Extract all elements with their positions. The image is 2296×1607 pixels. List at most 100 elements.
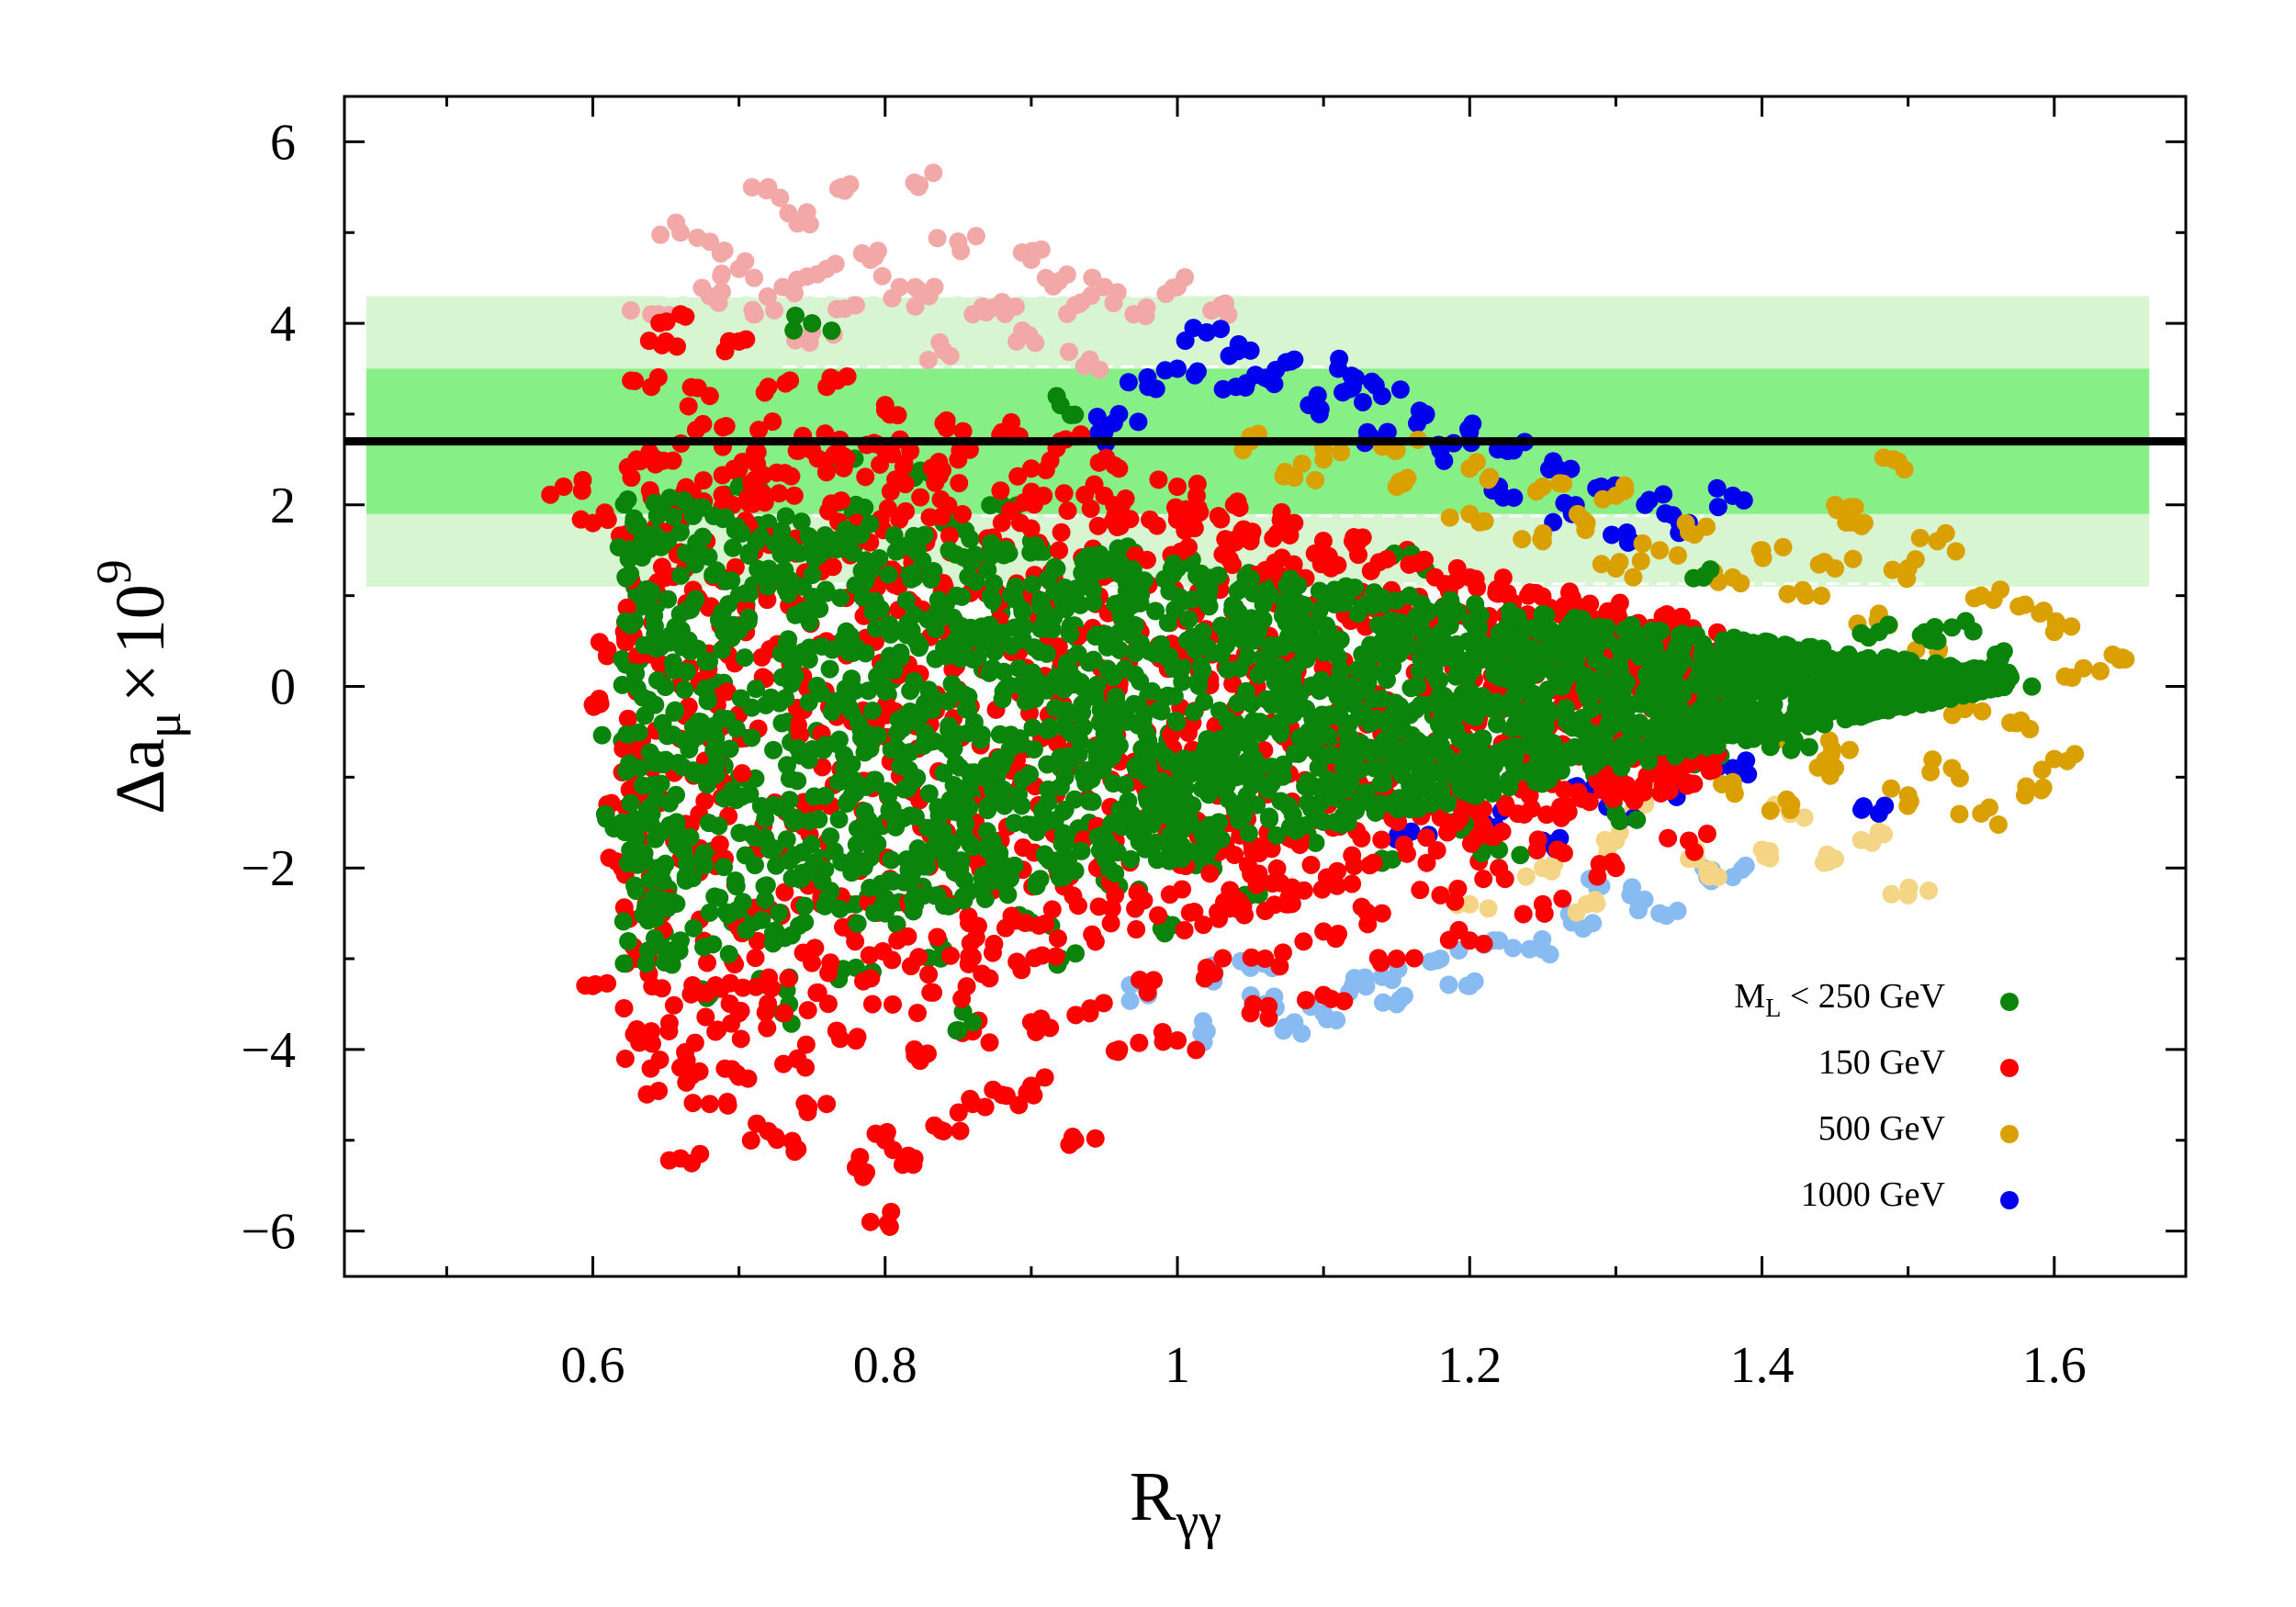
series-3-point <box>1378 422 1397 442</box>
series-6-point <box>908 839 928 859</box>
series-5-point <box>850 1147 870 1166</box>
series-6-point <box>1126 644 1145 663</box>
series-3-point <box>1334 383 1353 402</box>
series-6-point <box>1319 641 1338 660</box>
series-5-point <box>683 1094 703 1113</box>
series-6-point <box>1430 670 1449 690</box>
series-5-point <box>576 976 595 995</box>
series-6-point <box>636 706 655 725</box>
series-3-point <box>1416 406 1435 425</box>
series-6-point <box>1446 720 1466 739</box>
series-5-point <box>1185 902 1204 921</box>
series-6-point <box>1098 750 1118 770</box>
series-5-point <box>646 449 665 468</box>
series-6-point <box>795 896 815 916</box>
series-2-point <box>966 227 985 246</box>
series-6-point <box>813 871 832 891</box>
series-6-point <box>940 541 959 560</box>
series-0-point <box>1657 906 1676 926</box>
series-5-point <box>1255 560 1275 579</box>
series-4-point <box>1820 766 1840 785</box>
series-6-point <box>1056 600 1075 619</box>
series-6-point <box>1039 780 1058 799</box>
series-5-point <box>919 965 939 984</box>
series-6-point <box>1348 682 1367 702</box>
series-6-point <box>1714 631 1733 650</box>
series-6-point <box>1345 801 1365 820</box>
series-5-point <box>1016 914 1035 933</box>
series-5-point <box>618 709 637 728</box>
series-6-point <box>771 644 791 663</box>
series-5-point <box>758 1018 777 1038</box>
series-6-point <box>1065 405 1085 424</box>
series-6-point <box>1260 642 1279 661</box>
series-4-point <box>1793 580 1812 600</box>
series-5-point <box>1010 513 1030 533</box>
series-6-point <box>718 905 737 925</box>
series-6-point <box>905 605 924 624</box>
series-6-point <box>837 622 856 641</box>
series-6-point <box>1459 733 1479 752</box>
series-6-point <box>1110 565 1130 584</box>
series-5-point <box>1327 876 1346 895</box>
series-6-point <box>709 816 728 836</box>
series-6-point <box>1373 588 1392 607</box>
series-5-point <box>1598 601 1617 621</box>
series-0-point <box>1193 1012 1212 1031</box>
series-5-point <box>663 451 682 470</box>
series-5-point <box>1415 550 1435 569</box>
series-6-point <box>1104 668 1123 687</box>
series-6-point <box>656 854 675 873</box>
series-6-point <box>1523 619 1542 638</box>
series-5-point <box>688 378 707 398</box>
series-4-point <box>1936 523 1955 543</box>
series-6-point <box>645 493 664 512</box>
series-6-point <box>1211 829 1231 848</box>
series-6-point <box>944 802 963 821</box>
series-6-point <box>1156 747 1176 767</box>
series-6-point <box>613 675 632 694</box>
series-3-point <box>1220 346 1239 365</box>
series-5-point <box>597 646 616 666</box>
series-5-point <box>1244 995 1263 1014</box>
series-3-point <box>1707 478 1727 498</box>
series-4-point <box>2032 781 2051 800</box>
series-5-point <box>749 421 769 440</box>
series-2-point <box>765 300 784 320</box>
series-5-point <box>1431 885 1450 905</box>
series-6-point <box>1432 623 1451 642</box>
series-5-point <box>1081 499 1100 518</box>
series-2-point <box>800 333 819 353</box>
series-2-point <box>1164 278 1183 298</box>
series-5-point <box>950 474 969 493</box>
series-6-point <box>1198 730 1217 749</box>
series-6-point <box>1435 747 1454 766</box>
series-5-point <box>1058 501 1077 521</box>
series-4-point <box>2057 751 2077 770</box>
series-6-point <box>1358 658 1378 678</box>
series-5-point <box>807 983 827 1003</box>
series-2-point <box>883 288 902 308</box>
series-5-point <box>1387 950 1406 969</box>
series-6-point <box>786 306 805 325</box>
series-6-point <box>695 856 715 875</box>
series-5-point <box>924 983 943 1002</box>
series-0-point <box>1390 990 1410 1009</box>
series-5-point <box>1200 864 1220 883</box>
series-6-point <box>1500 601 1519 621</box>
series-6-point <box>1770 660 1789 680</box>
series-5-point <box>975 1097 995 1117</box>
series-3-point <box>1737 751 1756 770</box>
series-6-point <box>1400 586 1419 605</box>
series-5-point <box>1050 541 1069 560</box>
series-6-point <box>664 507 683 526</box>
series-6-point <box>1603 691 1622 711</box>
series-0-point <box>1382 971 1401 990</box>
series-6-point <box>985 642 1005 661</box>
series-6-point <box>879 565 898 584</box>
series-4-point <box>1828 500 1847 520</box>
series-5-point <box>1633 779 1652 798</box>
series-6-point <box>992 758 1011 777</box>
series-6-point <box>824 533 843 552</box>
series-5-point <box>931 489 951 509</box>
